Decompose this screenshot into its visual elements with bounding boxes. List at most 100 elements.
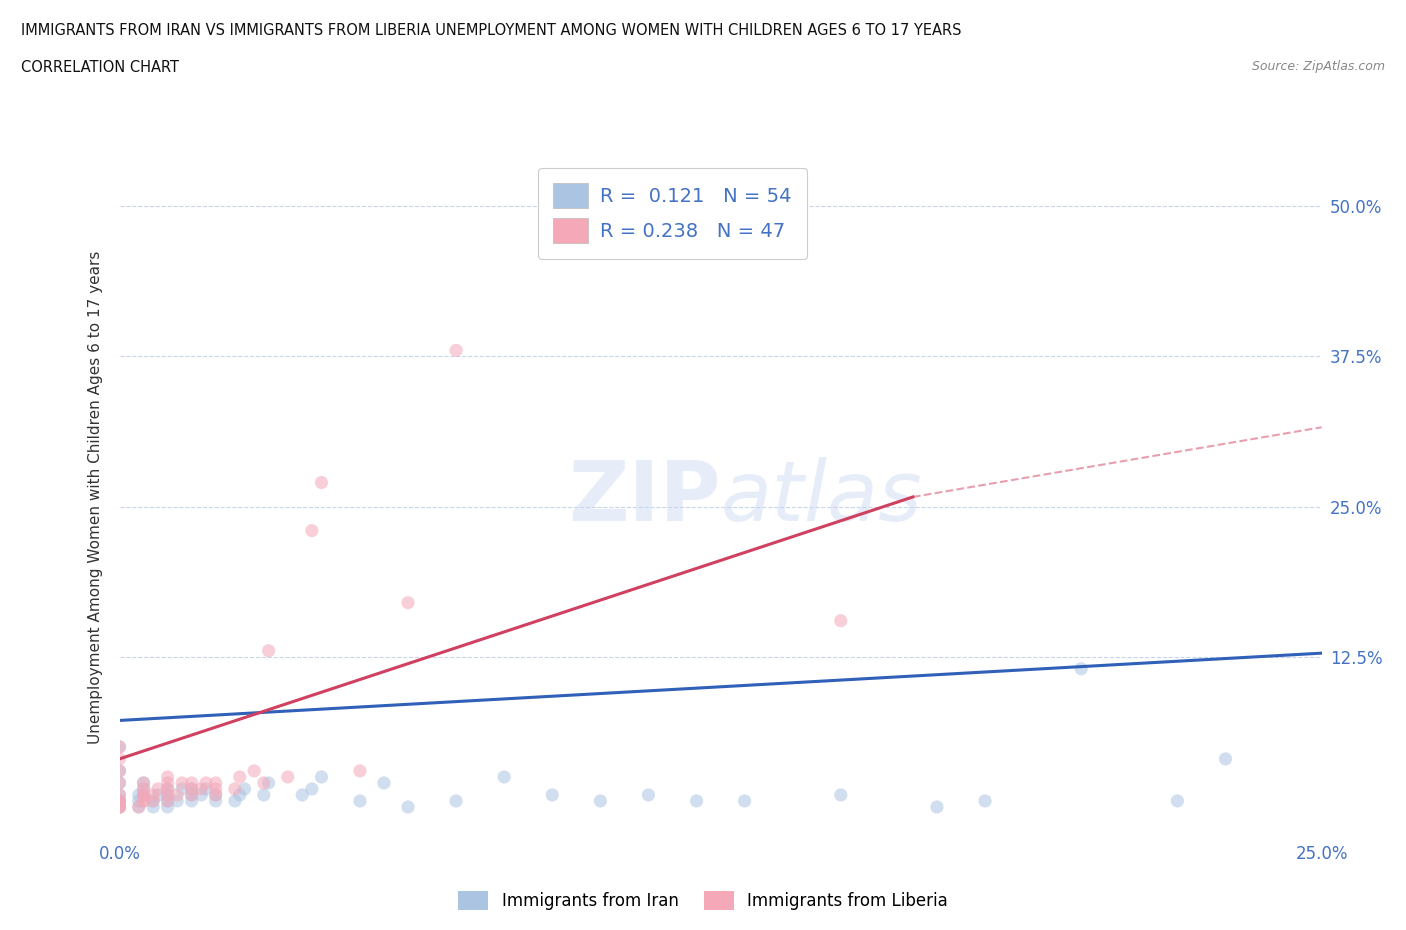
Point — [204, 793, 226, 808]
Point — [685, 793, 707, 808]
Point — [156, 769, 179, 784]
Point — [132, 793, 155, 808]
Point — [156, 800, 179, 815]
Point — [253, 776, 276, 790]
Point — [195, 776, 218, 790]
Point — [224, 781, 246, 796]
Point — [132, 776, 155, 790]
Point — [132, 788, 155, 803]
Point — [108, 800, 131, 815]
Point — [170, 776, 193, 790]
Point — [311, 769, 333, 784]
Point — [142, 793, 165, 808]
Point — [190, 788, 212, 803]
Y-axis label: Unemployment Among Women with Children Ages 6 to 17 years: Unemployment Among Women with Children A… — [87, 251, 103, 744]
Point — [301, 524, 323, 538]
Text: atlas: atlas — [720, 457, 922, 538]
Point — [396, 800, 419, 815]
Point — [108, 764, 131, 778]
Text: IMMIGRANTS FROM IRAN VS IMMIGRANTS FROM LIBERIA UNEMPLOYMENT AMONG WOMEN WITH CH: IMMIGRANTS FROM IRAN VS IMMIGRANTS FROM … — [21, 23, 962, 38]
Point — [444, 793, 467, 808]
Point — [1215, 751, 1237, 766]
Point — [589, 793, 612, 808]
Point — [142, 800, 165, 815]
Point — [228, 769, 252, 784]
Text: CORRELATION CHART: CORRELATION CHART — [21, 60, 179, 75]
Point — [180, 776, 202, 790]
Point — [108, 800, 131, 815]
Point — [170, 781, 193, 796]
Point — [132, 781, 155, 796]
Point — [291, 788, 314, 803]
Point — [108, 788, 131, 803]
Point — [108, 739, 131, 754]
Point — [146, 781, 169, 796]
Point — [243, 764, 266, 778]
Point — [444, 343, 467, 358]
Point — [311, 475, 333, 490]
Point — [180, 781, 202, 796]
Point — [156, 781, 179, 796]
Point — [142, 793, 165, 808]
Legend: Immigrants from Iran, Immigrants from Liberia: Immigrants from Iran, Immigrants from Li… — [451, 884, 955, 917]
Point — [108, 793, 131, 808]
Point — [142, 788, 165, 803]
Point — [830, 613, 852, 628]
Point — [228, 788, 252, 803]
Point — [204, 788, 226, 803]
Point — [128, 788, 150, 803]
Point — [108, 764, 131, 778]
Point — [373, 776, 395, 790]
Point — [349, 764, 371, 778]
Point — [195, 781, 218, 796]
Point — [166, 793, 188, 808]
Point — [1166, 793, 1188, 808]
Point — [156, 793, 179, 808]
Point — [233, 781, 256, 796]
Point — [108, 788, 131, 803]
Point — [108, 776, 131, 790]
Point — [253, 788, 276, 803]
Point — [541, 788, 564, 803]
Point — [128, 800, 150, 815]
Point — [257, 644, 280, 658]
Point — [132, 781, 155, 796]
Point — [108, 793, 131, 808]
Point — [974, 793, 997, 808]
Point — [204, 788, 226, 803]
Point — [108, 793, 131, 808]
Point — [257, 776, 280, 790]
Legend: R =  0.121   N = 54, R = 0.238   N = 47: R = 0.121 N = 54, R = 0.238 N = 47 — [538, 167, 807, 259]
Point — [108, 800, 131, 815]
Point — [156, 781, 179, 796]
Point — [349, 793, 371, 808]
Point — [132, 788, 155, 803]
Point — [108, 793, 131, 808]
Point — [156, 788, 179, 803]
Point — [108, 800, 131, 815]
Point — [180, 793, 202, 808]
Point — [925, 800, 948, 815]
Point — [108, 739, 131, 754]
Point — [156, 793, 179, 808]
Point — [734, 793, 756, 808]
Point — [128, 800, 150, 815]
Point — [190, 781, 212, 796]
Point — [108, 751, 131, 766]
Point — [637, 788, 659, 803]
Point — [180, 781, 202, 796]
Point — [128, 793, 150, 808]
Point — [108, 776, 131, 790]
Point — [146, 788, 169, 803]
Point — [301, 781, 323, 796]
Point — [204, 781, 226, 796]
Point — [224, 793, 246, 808]
Point — [132, 793, 155, 808]
Point — [277, 769, 299, 784]
Point — [108, 800, 131, 815]
Point — [1070, 661, 1092, 676]
Point — [132, 776, 155, 790]
Point — [132, 788, 155, 803]
Point — [180, 788, 202, 803]
Point — [204, 776, 226, 790]
